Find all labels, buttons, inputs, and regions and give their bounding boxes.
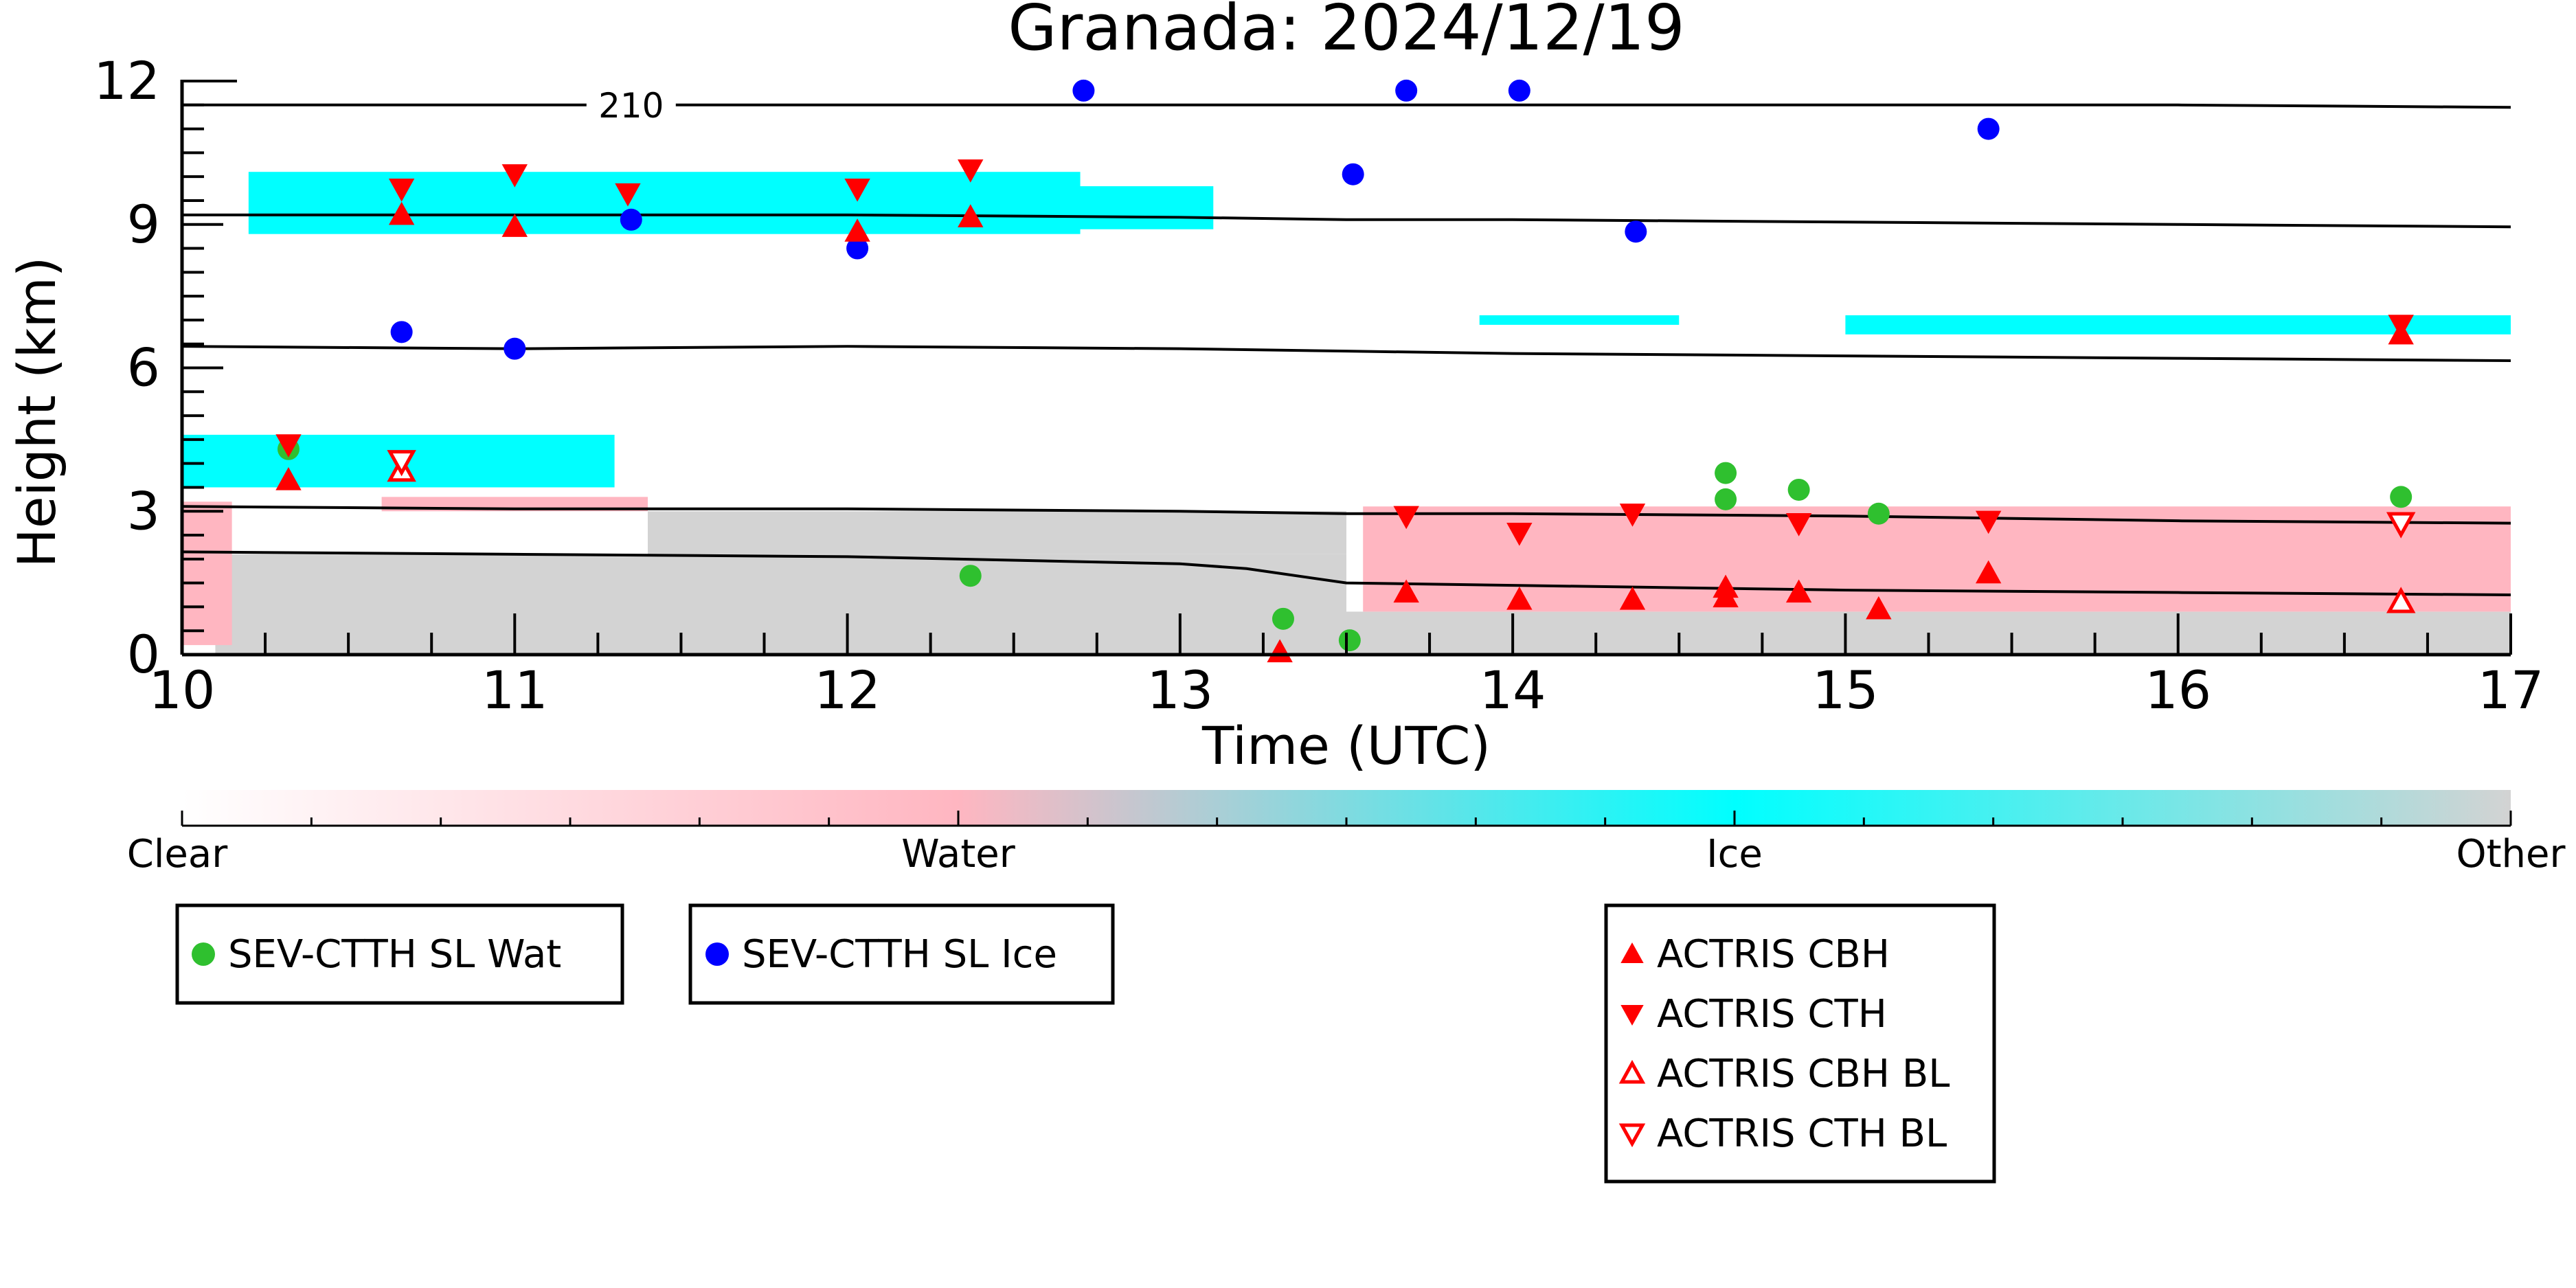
actris-cth-point bbox=[501, 164, 528, 188]
region-ice-7 bbox=[248, 172, 1081, 234]
colorbar-label-water: Water bbox=[901, 832, 1016, 877]
actris-cth-point bbox=[615, 183, 641, 207]
y-tick-label: 3 bbox=[127, 480, 160, 541]
actris-cth-point bbox=[275, 434, 302, 457]
actris-cth-point bbox=[388, 178, 415, 202]
actris-cbh-point bbox=[844, 218, 870, 242]
actris-cbh-point bbox=[1506, 586, 1533, 610]
x-tick-label: 11 bbox=[482, 659, 548, 721]
legend-cbh-bl-label: ACTRIS CBH BL bbox=[1657, 1052, 1950, 1096]
reference-line-3 bbox=[181, 505, 2511, 525]
y-tick-label: 6 bbox=[127, 337, 160, 398]
cloud-class-regions bbox=[182, 172, 2511, 655]
y-tick-label: 12 bbox=[93, 50, 160, 111]
legend-wat: SEV-CTTH SL Wat bbox=[175, 903, 624, 1005]
sev-ctth-sl-wat-point bbox=[2390, 486, 2413, 508]
legend-ice-marker bbox=[705, 942, 729, 966]
actris-cbh-point bbox=[388, 201, 415, 225]
sev-ctth-sl-wat-point bbox=[959, 565, 982, 587]
region-water-4 bbox=[182, 501, 232, 646]
actris-cbh-point bbox=[1975, 560, 2002, 584]
x-tick-label: 17 bbox=[2478, 659, 2544, 721]
legend-ice-label: SEV-CTTH SL Ice bbox=[742, 932, 1057, 977]
actris-cth-point bbox=[1619, 504, 1646, 527]
reference-line-2 bbox=[181, 345, 2511, 363]
sev-ctth-sl-ice-point bbox=[1625, 221, 1647, 243]
colorbar-label-ice: Ice bbox=[1706, 832, 1763, 877]
actris-cth-point bbox=[1393, 506, 1419, 530]
actris-cth-bl-point bbox=[2386, 512, 2416, 539]
line-label: 210 bbox=[598, 86, 664, 126]
legend-actris: ACTRIS CBH ACTRIS CTH ACTRIS CBH BL ACTR… bbox=[1604, 903, 1996, 1184]
x-tick-label: 10 bbox=[149, 659, 216, 721]
actris-cbh-point bbox=[1866, 596, 1892, 620]
region-other-0 bbox=[215, 554, 1346, 655]
sev-ctth-sl-ice-point bbox=[1342, 163, 1364, 185]
actris-cbh-point bbox=[1619, 586, 1646, 610]
reference-line-4 bbox=[181, 550, 2511, 597]
x-tick-label: 12 bbox=[814, 659, 881, 721]
actris-cth-bl-legend-marker bbox=[1618, 1123, 1646, 1148]
legend-wat-label: SEV-CTTH SL Wat bbox=[228, 932, 561, 977]
sev-ctth-sl-wat-point bbox=[1338, 629, 1361, 652]
legend-ice: SEV-CTTH SL Ice bbox=[688, 903, 1115, 1005]
region-ice-9 bbox=[1479, 315, 1680, 325]
legend-cbh-label: ACTRIS CBH bbox=[1657, 932, 1890, 977]
chart-title: Granada: 2024/12/19 bbox=[1008, 0, 1684, 65]
actris-cth-legend-marker bbox=[1620, 1005, 1644, 1026]
sev-ctth-sl-wat-point bbox=[1787, 478, 1810, 501]
sev-ctth-sl-ice-point bbox=[1977, 117, 2000, 140]
plot-area: 210 0 3 6 9 12 10 11 12 13 14 15 16 17 bbox=[93, 50, 2544, 721]
sev-ctth-sl-ice-point bbox=[390, 321, 413, 343]
actris-cbh-point bbox=[501, 214, 528, 237]
actris-cth-point bbox=[958, 159, 984, 183]
actris-cth-bl-point bbox=[387, 450, 416, 477]
actris-cth-point bbox=[844, 178, 870, 202]
colorbar-label-other: Other bbox=[2456, 832, 2566, 877]
x-tick-label: 15 bbox=[1812, 659, 1879, 721]
colorbar: Clear Water Ice Other bbox=[127, 790, 2566, 877]
y-axis-label: Height (km) bbox=[6, 257, 67, 568]
legend-wat-marker bbox=[192, 942, 215, 966]
actris-cth-point bbox=[2388, 315, 2414, 338]
legend-cth-label: ACTRIS CTH bbox=[1657, 992, 1887, 1037]
colorbar-ticks bbox=[181, 811, 2512, 826]
x-tick-label: 16 bbox=[2145, 659, 2211, 721]
actris-cbh-bl-point bbox=[2386, 587, 2416, 613]
sev-ctth-sl-wat-point bbox=[1715, 488, 1737, 510]
y-tick-label: 9 bbox=[127, 194, 160, 255]
sev-ctth-sl-ice-point bbox=[620, 208, 642, 231]
actris-cbh-point bbox=[1785, 579, 1812, 603]
actris-cbh-point bbox=[958, 204, 984, 227]
sev-ctth-sl-ice-point bbox=[846, 237, 869, 260]
reference-line-0 bbox=[182, 103, 2511, 109]
legend-actris-markers bbox=[1618, 942, 1646, 1148]
y-tick-label: 0 bbox=[127, 624, 160, 685]
sev-ctth-sl-ice-point bbox=[504, 337, 526, 360]
region-other-1 bbox=[648, 511, 1346, 554]
actris-cbh-point bbox=[1393, 579, 1419, 603]
actris-cth-point bbox=[1975, 510, 2002, 534]
sev-ctth-sl-ice-point bbox=[1508, 79, 1530, 102]
sev-ctth-sl-ice-point bbox=[1395, 79, 1418, 102]
axes: 0 3 6 9 12 10 11 12 13 14 15 16 17 bbox=[93, 50, 2544, 721]
x-axis-label: Time (UTC) bbox=[1201, 715, 1491, 776]
x-tick-label: 13 bbox=[1146, 659, 1213, 721]
sev-ctth-sl-wat-point bbox=[1272, 607, 1294, 630]
actris-cbh-point bbox=[1713, 574, 1739, 598]
colorbar-label-clear: Clear bbox=[127, 832, 228, 877]
actris-cbh-bl-legend-marker bbox=[1618, 1059, 1646, 1084]
actris-cth-point bbox=[1506, 522, 1533, 546]
actris-cth-point bbox=[1785, 513, 1812, 536]
actris-cbh-point bbox=[275, 466, 302, 490]
legend-cth-bl-label: ACTRIS CTH BL bbox=[1657, 1111, 1947, 1156]
region-ice-8 bbox=[947, 186, 1214, 229]
line-label-bg bbox=[586, 80, 676, 129]
sev-ctth-sl-wat-point bbox=[1867, 502, 1890, 525]
actris-cbh-legend-marker bbox=[1620, 942, 1644, 963]
sev-ctth-sl-ice-point bbox=[1072, 79, 1095, 102]
sev-ctth-sl-wat-point bbox=[1715, 462, 1737, 484]
x-tick-label: 14 bbox=[1480, 659, 1546, 721]
